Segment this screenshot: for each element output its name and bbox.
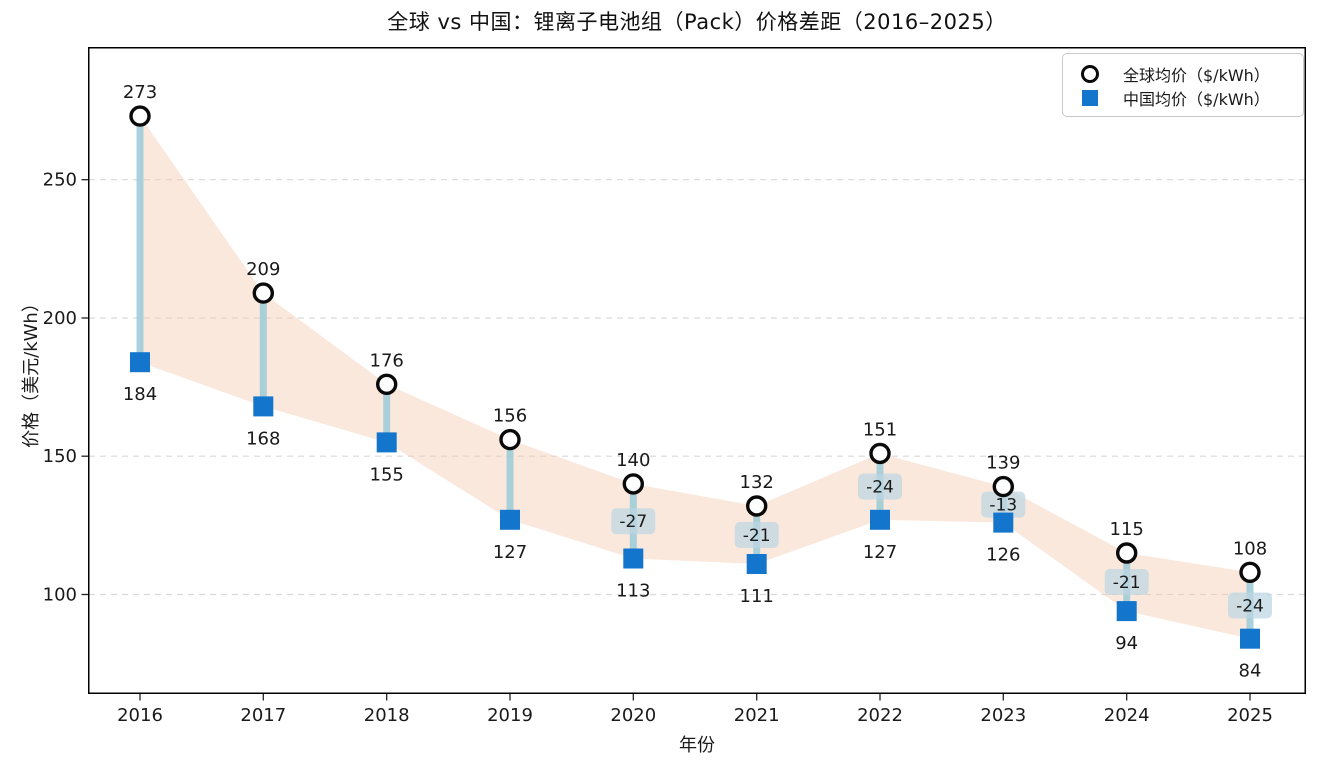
diff-label-bg <box>858 473 902 500</box>
global-marker <box>746 495 768 517</box>
x-tick-label: 2022 <box>857 705 903 726</box>
global-value-label: 140 <box>616 450 650 471</box>
diff-label: -13 <box>989 496 1017 516</box>
china-value-label: 127 <box>493 542 527 563</box>
diff-label-bg <box>1104 569 1149 595</box>
legend-global-label: 全球均价（$/kWh） <box>1123 66 1270 85</box>
global-marker <box>376 373 398 395</box>
y-axis-title: 价格（美元/kWh） <box>21 294 42 448</box>
legend-china-marker-box <box>1075 90 1105 106</box>
global-value-label: 176 <box>370 350 404 371</box>
global-marker <box>992 475 1014 498</box>
global-value-label: 209 <box>246 259 280 280</box>
global-value-label: 273 <box>123 82 157 103</box>
global-value-label: 115 <box>1110 519 1144 540</box>
china-value-label: 155 <box>370 464 404 485</box>
open-circle-icon <box>1081 65 1099 83</box>
x-tick-label: 2017 <box>240 705 286 726</box>
china-value-label: 111 <box>740 586 774 607</box>
global-value-label: 132 <box>740 472 774 493</box>
diff-label: -24 <box>866 478 894 498</box>
x-tick-label: 2025 <box>1227 705 1273 726</box>
global-marker <box>252 282 274 304</box>
china-value-label: 94 <box>1115 633 1138 654</box>
legend-china-label: 中国均价（$/kWh） <box>1123 90 1270 109</box>
x-axis-title: 年份 <box>679 735 715 756</box>
china-value-label: 127 <box>863 542 897 563</box>
x-tick-label: 2021 <box>734 705 780 726</box>
global-value-label: 156 <box>493 406 527 427</box>
diff-label-bg <box>1228 592 1272 619</box>
diff-label: -21 <box>1113 573 1141 593</box>
global-marker <box>499 428 521 451</box>
x-tick-label: 2020 <box>610 705 656 726</box>
global-value-label: 139 <box>986 453 1020 474</box>
global-marker <box>1239 561 1261 583</box>
legend-row-global: 全球均价（$/kWh） <box>1075 62 1293 86</box>
y-tick-label: 200 <box>43 308 77 329</box>
china-marker <box>870 509 890 530</box>
x-tick-label: 2016 <box>117 705 163 726</box>
global-marker <box>869 442 891 465</box>
legend: 全球均价（$/kWh） 中国均价（$/kWh） <box>1062 53 1304 117</box>
diff-label: -21 <box>743 526 771 546</box>
y-tick-label: 250 <box>43 170 77 191</box>
y-tick-label: 100 <box>43 585 77 606</box>
x-tick-label: 2019 <box>487 705 533 726</box>
legend-row-china: 中国均价（$/kWh） <box>1075 86 1293 110</box>
diff-label-bg <box>611 508 656 535</box>
x-tick-label: 2018 <box>364 705 410 726</box>
filled-square-icon <box>1082 90 1098 106</box>
global-marker <box>1115 542 1138 564</box>
china-marker <box>1240 628 1260 649</box>
china-marker <box>993 512 1014 533</box>
chart-title: 全球 vs 中国：锂离子电池组（Pack）价格差距（2016–2025） <box>387 10 1007 34</box>
china-value-label: 84 <box>1239 661 1262 682</box>
china-value-label: 184 <box>123 384 157 405</box>
china-value-label: 113 <box>616 581 650 602</box>
diff-label: -27 <box>619 512 647 532</box>
x-tick-label: 2023 <box>980 705 1026 726</box>
china-marker <box>376 432 397 453</box>
plot-border <box>88 47 1306 694</box>
china-marker <box>500 509 520 530</box>
china-marker <box>1116 601 1137 622</box>
y-tick-label: 150 <box>43 446 77 467</box>
diff-label: -24 <box>1236 597 1264 617</box>
legend-global-marker-box <box>1075 65 1105 83</box>
global-marker <box>129 105 151 127</box>
global-value-label: 108 <box>1233 538 1267 559</box>
china-value-label: 168 <box>246 428 280 449</box>
china-marker <box>253 396 274 417</box>
diff-label-bg <box>981 491 1026 518</box>
global-marker <box>622 473 644 495</box>
diff-label-bg <box>734 522 779 548</box>
x-tick-label: 2024 <box>1104 705 1150 726</box>
global-value-label: 151 <box>863 419 897 440</box>
china-value-label: 126 <box>986 545 1020 566</box>
china-marker <box>623 548 644 569</box>
china-marker <box>130 352 150 373</box>
price-gap-band <box>140 116 1250 639</box>
china-marker <box>746 554 767 574</box>
